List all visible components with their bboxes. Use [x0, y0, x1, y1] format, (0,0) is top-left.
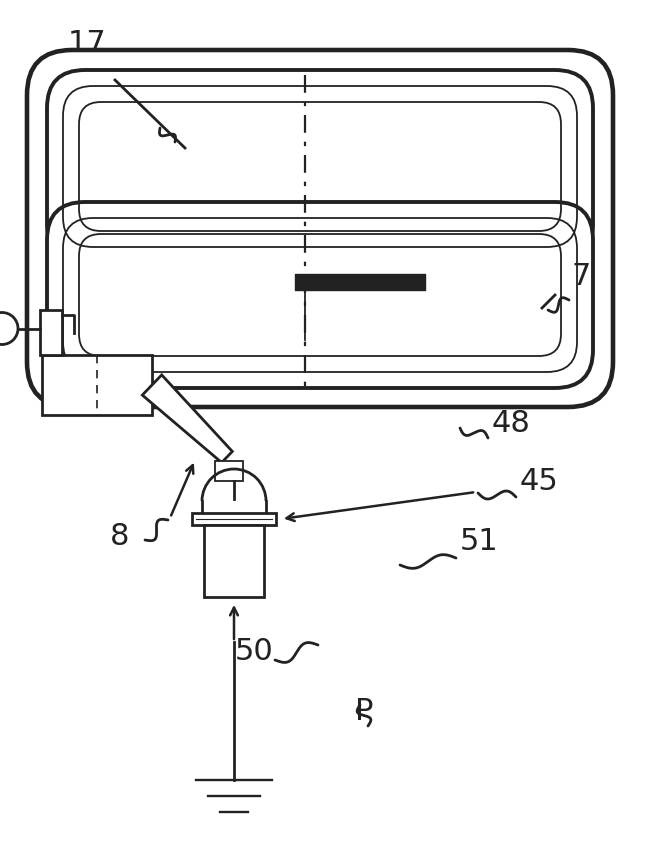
Bar — [40, 310, 62, 355]
Text: 48: 48 — [492, 409, 531, 438]
Text: 50: 50 — [235, 637, 274, 666]
Polygon shape — [142, 375, 233, 463]
Text: P: P — [355, 697, 373, 726]
Bar — [42, 355, 152, 415]
Bar — [215, 461, 243, 481]
Text: 45: 45 — [520, 467, 559, 496]
Text: 51: 51 — [460, 527, 498, 556]
Text: 8: 8 — [110, 522, 130, 551]
Bar — [192, 513, 276, 525]
Circle shape — [0, 312, 18, 344]
Text: 7: 7 — [572, 262, 591, 291]
Bar — [204, 525, 264, 597]
Text: 17: 17 — [68, 29, 107, 58]
FancyBboxPatch shape — [47, 70, 593, 263]
FancyBboxPatch shape — [47, 202, 593, 388]
